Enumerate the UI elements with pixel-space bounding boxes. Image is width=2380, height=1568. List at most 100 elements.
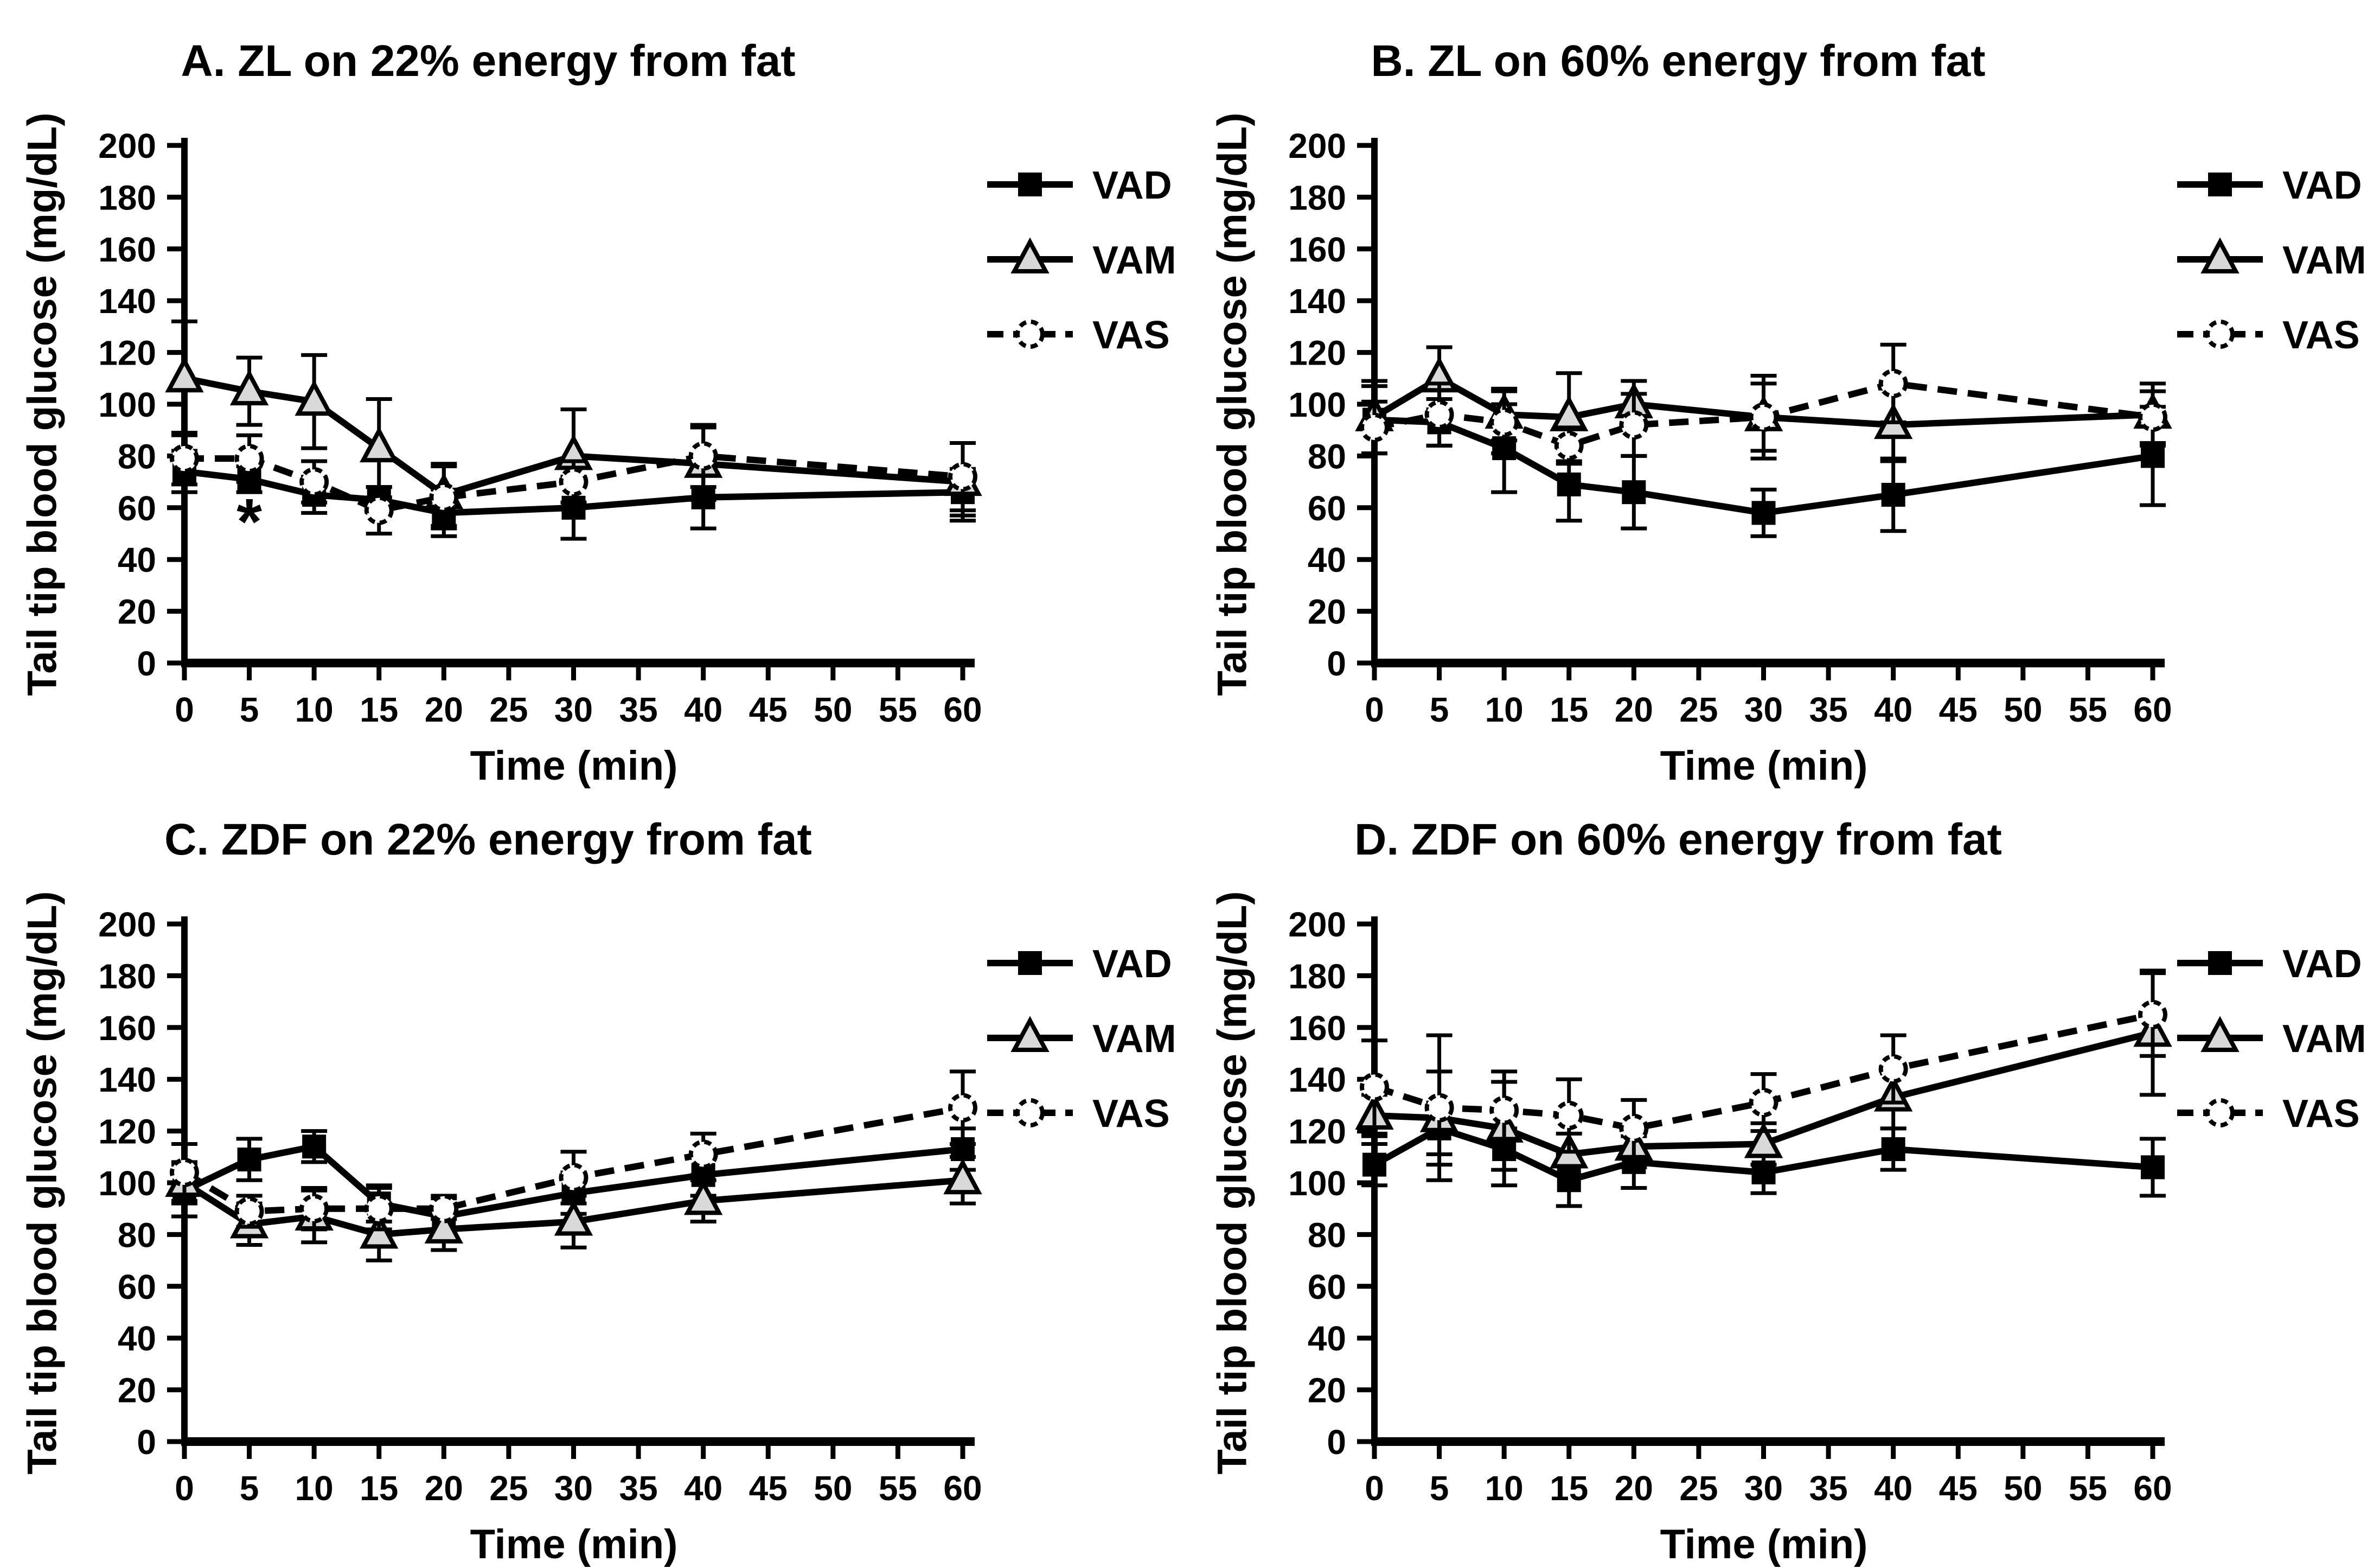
triangle-marker [295, 379, 334, 416]
x-tick-label: 45 [749, 690, 788, 729]
legend-label: VAM [1092, 239, 1176, 282]
circle-marker [1489, 407, 1519, 437]
y-tick-label: 140 [1288, 1060, 1346, 1099]
circle-marker [1619, 1113, 1649, 1143]
y-tick-label: 20 [118, 592, 156, 632]
x-tick-label: 30 [1744, 690, 1783, 729]
panel-a-title: A. ZL on 22% energy from fat [181, 36, 796, 86]
circle-marker [1360, 412, 1389, 442]
circle-marker [948, 462, 977, 492]
y-tick-label: 40 [118, 540, 156, 579]
triangle-marker [943, 1158, 982, 1195]
circle-marker [429, 482, 459, 512]
circle-marker [234, 1196, 264, 1226]
triangle-marker [360, 426, 399, 463]
triangle-marker [360, 1212, 399, 1249]
y-tick-label: 200 [1288, 905, 1346, 944]
y-tick-label: 60 [1308, 489, 1346, 528]
x-tick-label: 30 [1744, 1469, 1783, 1508]
square-marker [237, 1148, 261, 1172]
x-tick-label: 30 [554, 690, 593, 729]
x-tick-label: 55 [879, 1469, 917, 1508]
y-tick-label: 200 [98, 126, 156, 165]
x-tick-label: 35 [619, 1469, 657, 1508]
y-tick-label: 20 [1308, 592, 1346, 632]
legend-item-vam: VAM [987, 1016, 1176, 1061]
x-tick-label: 0 [175, 690, 194, 729]
x-tick-label: 35 [619, 690, 657, 729]
circle-marker [2205, 1098, 2235, 1127]
y-tick-label: 140 [98, 1060, 156, 1099]
x-tick-label: 60 [943, 690, 982, 729]
y-tick-label: 120 [98, 1112, 156, 1151]
y-axis-label: Tail tip blood glucose (mg/dL) [1209, 112, 1256, 696]
circle-marker [1554, 1100, 1584, 1130]
x-tick-label: 10 [295, 690, 334, 729]
circle-marker [1015, 1098, 1045, 1127]
y-tick-label: 80 [118, 437, 156, 476]
square-marker [1751, 501, 1776, 525]
legend-label: VAS [2282, 1092, 2360, 1136]
y-tick-label: 20 [1308, 1371, 1346, 1410]
x-tick-label: 30 [554, 1469, 593, 1508]
legend-item-vam: VAM [987, 237, 1176, 282]
x-tick-label: 35 [1809, 690, 1847, 729]
x-axis-label: Time (min) [1660, 743, 1868, 789]
y-tick-label: 120 [1288, 1112, 1346, 1151]
x-tick-label: 5 [1430, 1469, 1449, 1508]
square-marker [1018, 951, 1042, 975]
y-tick-label: 0 [137, 644, 156, 683]
y-tick-label: 80 [1308, 437, 1346, 476]
y-tick-label: 80 [118, 1215, 156, 1254]
tick-marks [1357, 921, 2155, 1459]
triangle-marker [1010, 237, 1050, 273]
x-axis-label: Time (min) [470, 743, 678, 789]
y-tick-label: 0 [1327, 644, 1346, 683]
y-tick-label: 180 [1288, 957, 1346, 996]
significance-asterisk: * [236, 486, 262, 558]
legend-item-vas: VAS [987, 1092, 1170, 1136]
x-tick-label: 5 [240, 690, 259, 729]
tick-marks [167, 143, 965, 680]
circle-marker [1878, 1054, 1908, 1084]
square-marker [1362, 1152, 1386, 1177]
x-tick-label: 40 [1874, 1469, 1912, 1508]
x-tick-label: 55 [2069, 1469, 2107, 1508]
x-axis-label: Time (min) [1660, 1521, 1868, 1567]
circle-marker [1878, 368, 1908, 398]
series-vas [1360, 342, 2167, 466]
x-tick-label: 0 [175, 1469, 194, 1508]
circle-marker [1424, 400, 1454, 430]
x-tick-label: 10 [295, 1469, 334, 1508]
legend-item-vas: VAS [987, 314, 1170, 357]
y-axis-label: Tail tip blood glucose (mg/dL) [19, 112, 66, 696]
circle-marker [2138, 402, 2167, 432]
circle-marker [2205, 320, 2235, 349]
x-axis-label: Time (min) [470, 1521, 678, 1567]
x-tick-label: 60 [2133, 1469, 2172, 1508]
x-tick-label: 35 [1809, 1469, 1847, 1508]
x-tick-label: 60 [943, 1469, 982, 1508]
y-tick-label: 60 [118, 489, 156, 528]
y-tick-label: 100 [98, 385, 156, 424]
x-tick-label: 50 [814, 690, 852, 729]
legend-item-vad: VAD [2177, 942, 2362, 986]
y-tick-label: 160 [98, 1009, 156, 1048]
circle-marker [234, 444, 264, 474]
x-tick-label: 20 [1615, 1469, 1653, 1508]
y-tick-label: 80 [1308, 1215, 1346, 1254]
x-tick-label: 60 [2133, 690, 2172, 729]
legend-label: VAS [2282, 314, 2360, 357]
chart-c: 0 20 40 60 80 100 120 140 160 180 200 0 5 10 15 20 25 30 3… [98, 905, 1176, 1508]
legend-item-vad: VAD [2177, 164, 2362, 207]
panel-c: 0 20 40 60 80 100 120 140 160 180 200 0 5 10 15 20 25 30 3… [0, 779, 1190, 1567]
y-tick-label: 60 [1308, 1267, 1346, 1306]
panel-b-title: B. ZL on 60% energy from fat [1371, 36, 1986, 86]
x-tick-label: 40 [1874, 690, 1912, 729]
x-tick-label: 15 [360, 1469, 398, 1508]
circle-marker [1015, 320, 1045, 349]
circle-marker [1749, 402, 1778, 432]
legend-label: VAS [1092, 1092, 1170, 1136]
circle-marker [170, 444, 199, 474]
